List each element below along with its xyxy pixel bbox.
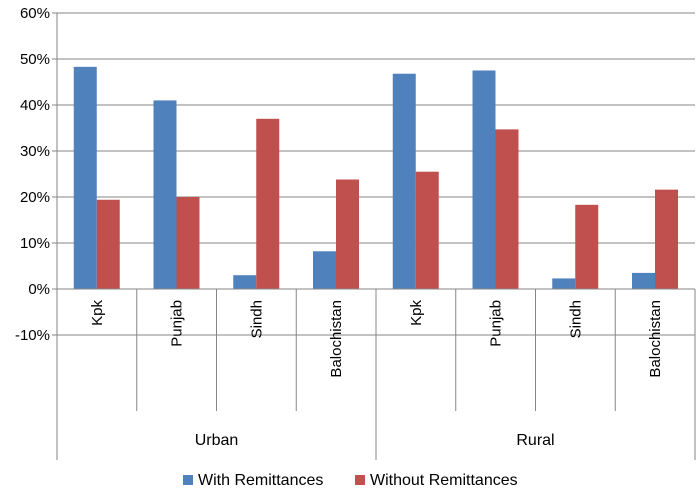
bar-without-remittances (335, 179, 359, 289)
bar-with-remittances (73, 66, 97, 289)
category-label: Balochistan (647, 300, 664, 378)
y-tick-label: -10% (15, 327, 50, 344)
y-tick-label: 50% (20, 51, 50, 68)
category-label: Balochistan (328, 300, 345, 378)
bars (73, 66, 678, 290)
bar-without-remittances (575, 204, 599, 289)
bar-without-remittances (96, 199, 120, 289)
bar-without-remittances (415, 171, 439, 289)
bar-with-remittances (472, 70, 496, 289)
category-label: Sindh (248, 300, 265, 338)
category-label: Sindh (567, 300, 584, 338)
bar-with-remittances (233, 275, 257, 289)
bar-with-remittances (312, 251, 336, 289)
gridlines (57, 12, 695, 336)
legend-swatch (183, 475, 193, 485)
bar-without-remittances (256, 118, 280, 289)
group-label: Urban (195, 432, 239, 449)
y-tick-label: 20% (20, 189, 50, 206)
bar-with-remittances (153, 100, 177, 290)
category-label: Punjab (169, 300, 186, 347)
legend-swatch (355, 475, 365, 485)
y-tick-label: 30% (20, 143, 50, 160)
legend-label: With Remittances (198, 472, 323, 489)
axes (52, 12, 696, 460)
bar-with-remittances (552, 278, 576, 289)
category-label: Punjab (488, 300, 505, 347)
axis-labels: 60% 50% 40% 30% 20% 10% 0% -10% Kpk Punjab Sindh Ba… (15, 5, 664, 449)
y-tick-label: 60% (20, 5, 50, 22)
category-label: Kpk (89, 300, 106, 326)
legend: With Remittances Without Remittances (183, 472, 518, 489)
bar-without-remittances (176, 197, 200, 289)
category-label: Kpk (408, 300, 425, 326)
legend-label: Without Remittances (370, 472, 518, 489)
bar-with-remittances (631, 272, 655, 289)
group-label: Rural (516, 432, 554, 449)
bar-with-remittances (392, 73, 416, 289)
bar-without-remittances (495, 129, 519, 289)
y-tick-label: 10% (20, 235, 50, 252)
y-tick-label: 40% (20, 97, 50, 114)
y-tick-label: 0% (28, 281, 50, 298)
bar-without-remittances (654, 189, 678, 289)
